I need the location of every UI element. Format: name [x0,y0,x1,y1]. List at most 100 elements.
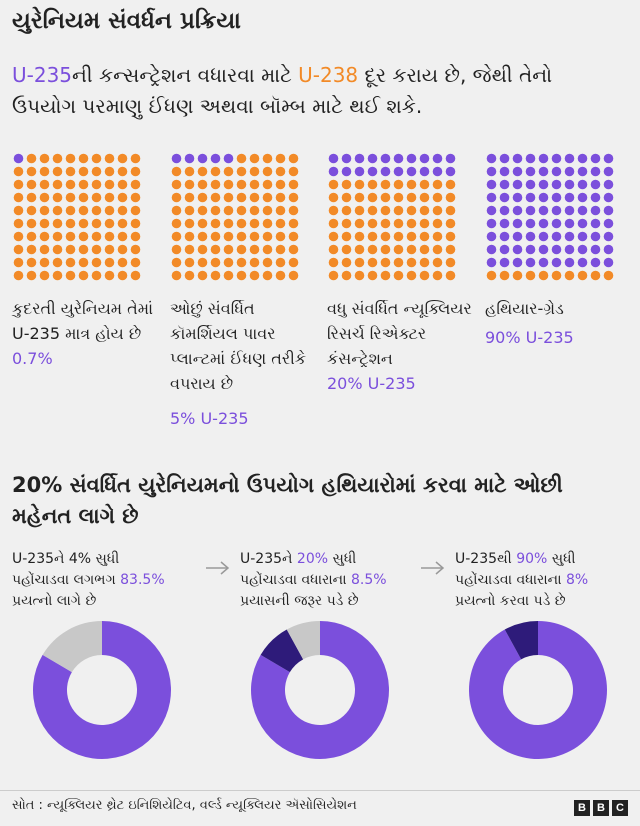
u235-dot [590,218,601,229]
u238-dot [130,192,141,203]
u235-dot [564,205,575,216]
u238-dot [262,244,273,255]
u238-dot [236,218,247,229]
u238-dot [39,257,50,268]
u238-dot [367,244,378,255]
u238-dot [65,231,76,242]
caption-high-label: વધુ સંવર્ધિત ન્યૂક્લિયર રિસર્ચ રિએક્ટર ક… [327,299,472,368]
u238-dot [39,179,50,190]
u238-dot [328,270,339,281]
u238-dot [52,257,63,268]
u238-dot [249,192,260,203]
u238-dot [262,231,273,242]
u235-dot [525,166,536,177]
u235-dot [525,179,536,190]
u238-dot [419,257,430,268]
u238-dot [171,231,182,242]
u238-dot [236,179,247,190]
waffle-high [327,152,457,282]
step-3-line-c: પ્રયત્નો કરવા પડે છે [455,593,566,609]
u238-dot [197,218,208,229]
u238-dot [275,192,286,203]
u238-dot [65,192,76,203]
u238-dot [184,231,195,242]
u235-dot [551,244,562,255]
u238-dot [354,218,365,229]
step-3-line-a: U-235થી [455,551,517,567]
step-1-line-a: U-235ને 4% સુધી [12,551,120,567]
u238-dot [91,205,102,216]
u238-dot [380,270,391,281]
u235-dot [538,205,549,216]
donut-step-3 [469,621,607,759]
caption-natural-label: કુદરતી યુરેનિયમ તેમાં U-235 માત્ર હોય છે [12,299,154,343]
intro-u235: U-235 [12,63,73,87]
u238-dot [52,166,63,177]
u238-dot [184,179,195,190]
u238-dot [419,231,430,242]
u238-dot [13,270,24,281]
u238-dot [39,192,50,203]
step-1-line-b: પહોંચાડવા લગભગ [12,572,121,588]
waffle-svg-2 [328,153,456,281]
u238-dot [249,231,260,242]
u238-dot [275,270,286,281]
u238-dot [104,192,115,203]
u238-dot [210,192,221,203]
step-2-target: 20% [296,551,329,567]
u238-dot [52,244,63,255]
caption-natural-value: 0.7% [12,349,53,368]
step-3-target: 90% [516,551,548,567]
u238-dot [249,257,260,268]
caption-low-label: ઓછું સંવર્ધિત કૉમર્શિયલ પાવર પ્લાન્ટમાં … [170,299,307,393]
u238-dot [26,244,37,255]
step-1-value: 83.5% [120,572,165,588]
u235-dot [367,153,378,164]
u238-dot [406,218,417,229]
u238-dot [197,231,208,242]
u238-dot [367,192,378,203]
donut-slice-remaining [33,621,172,759]
u238-dot [223,179,234,190]
u238-dot [275,166,286,177]
u235-dot [486,231,497,242]
u238-dot [197,205,208,216]
page-title: યુરેનિયમ સંવર્ધન પ્રક્રિયા [12,8,241,34]
u238-dot [26,179,37,190]
u235-dot [512,244,523,255]
u238-dot [262,166,273,177]
u238-dot [171,192,182,203]
u235-dot [486,166,497,177]
u235-dot [603,179,614,190]
u238-dot [445,218,456,229]
u235-dot [486,218,497,229]
u238-dot [380,205,391,216]
u235-dot [577,179,588,190]
u238-dot [91,244,102,255]
u238-dot [52,153,63,164]
u238-dot [328,179,339,190]
u238-dot [104,257,115,268]
u238-dot [432,218,443,229]
u238-dot [171,244,182,255]
donut-slice-step [286,621,320,660]
u235-dot [538,231,549,242]
u238-dot [13,244,24,255]
u238-dot [26,153,37,164]
u238-dot [236,192,247,203]
effort-subtitle: 20% સંવર્ધિત યુરેનિયમનો ઉપયોગ હથિયારોમાં… [12,473,563,528]
u235-dot [603,166,614,177]
u238-dot [432,257,443,268]
u235-dot [577,257,588,268]
waffle-svg-0 [13,153,141,281]
u235-dot [590,231,601,242]
step-2-text: U-235ને 20% સુધી પહોંચાડવા વધારાના 8.5% … [240,549,420,612]
u238-dot [367,218,378,229]
u235-dot [419,153,430,164]
u235-dot [223,153,234,164]
donut-slice-remaining [469,621,607,759]
u238-dot [130,231,141,242]
u238-dot [26,218,37,229]
u238-dot [223,257,234,268]
u238-dot [104,166,115,177]
